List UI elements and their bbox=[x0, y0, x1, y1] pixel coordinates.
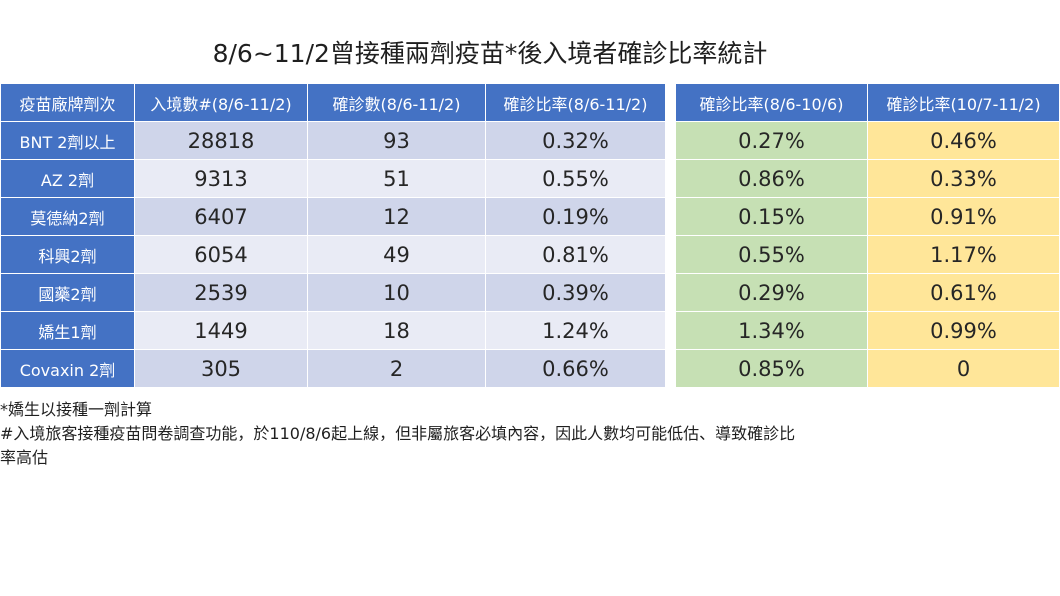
arrivals-cell: 6054 bbox=[134, 235, 308, 274]
arrivals-cell: 9313 bbox=[134, 159, 308, 198]
page-title: 8/6~11/2曾接種兩劑疫苗*後入境者確診比率統計 bbox=[212, 39, 768, 68]
header-row: 確診比率(8/6-10/6) 確診比率(10/7-11/2) bbox=[675, 83, 1060, 122]
table-row: 0.15% 0.91% bbox=[675, 197, 1060, 236]
rate-all-cell: 0.19% bbox=[485, 197, 666, 236]
brand-cell: Covaxin 2劑 bbox=[0, 349, 135, 388]
rate-period-2-cell: 0 bbox=[867, 349, 1060, 388]
brand-cell: 科興2劑 bbox=[0, 235, 135, 274]
vaccine-stats-table: 疫苗廠牌劑次 入境數#(8/6-11/2) 確診數(8/6-11/2) 確診比率… bbox=[0, 83, 666, 388]
table-row: 國藥2劑 2539 10 0.39% bbox=[0, 273, 666, 312]
confirmed-cell: 49 bbox=[307, 235, 486, 274]
rate-all-cell: 0.66% bbox=[485, 349, 666, 388]
table-row: Covaxin 2劑 305 2 0.66% bbox=[0, 349, 666, 388]
rate-all-cell: 0.81% bbox=[485, 235, 666, 274]
arrivals-cell: 305 bbox=[134, 349, 308, 388]
rate-all-cell: 1.24% bbox=[485, 311, 666, 350]
rate-period-1-cell: 0.55% bbox=[675, 235, 868, 274]
table-row: 1.34% 0.99% bbox=[675, 311, 1060, 350]
brand-cell: 嬌生1劑 bbox=[0, 311, 135, 350]
brand-cell: AZ 2劑 bbox=[0, 159, 135, 198]
rate-period-1-cell: 0.86% bbox=[675, 159, 868, 198]
header-rate-period-1: 確診比率(8/6-10/6) bbox=[675, 83, 868, 122]
footnote: #入境旅客接種疫苗問卷調查功能，於110/8/6起上線，但非屬旅客必填內容，因此… bbox=[0, 424, 796, 443]
table-row: 0.27% 0.46% bbox=[675, 121, 1060, 160]
table-row: BNT 2劑以上 28818 93 0.32% bbox=[0, 121, 666, 160]
rate-period-2-cell: 0.99% bbox=[867, 311, 1060, 350]
table-row: 0.85% 0 bbox=[675, 349, 1060, 388]
table-row: 0.29% 0.61% bbox=[675, 273, 1060, 312]
footnote: 率高估 bbox=[0, 448, 49, 467]
period-rate-table: 確診比率(8/6-10/6) 確診比率(10/7-11/2) 0.27% 0.4… bbox=[675, 83, 1060, 388]
brand-cell: BNT 2劑以上 bbox=[0, 121, 135, 160]
table-row: 科興2劑 6054 49 0.81% bbox=[0, 235, 666, 274]
arrivals-cell: 2539 bbox=[134, 273, 308, 312]
table-row: 0.86% 0.33% bbox=[675, 159, 1060, 198]
rate-period-2-cell: 0.61% bbox=[867, 273, 1060, 312]
arrivals-cell: 28818 bbox=[134, 121, 308, 160]
rate-period-1-cell: 0.85% bbox=[675, 349, 868, 388]
rate-all-cell: 0.32% bbox=[485, 121, 666, 160]
header-brand: 疫苗廠牌劑次 bbox=[0, 83, 135, 122]
confirmed-cell: 2 bbox=[307, 349, 486, 388]
header-rate-all: 確診比率(8/6-11/2) bbox=[485, 83, 666, 122]
header-confirmed: 確診數(8/6-11/2) bbox=[307, 83, 486, 122]
rate-period-1-cell: 1.34% bbox=[675, 311, 868, 350]
rate-period-2-cell: 0.46% bbox=[867, 121, 1060, 160]
table-row: 嬌生1劑 1449 18 1.24% bbox=[0, 311, 666, 350]
header-row: 疫苗廠牌劑次 入境數#(8/6-11/2) 確診數(8/6-11/2) 確診比率… bbox=[0, 83, 666, 122]
table-row: 0.55% 1.17% bbox=[675, 235, 1060, 274]
rate-period-2-cell: 0.33% bbox=[867, 159, 1060, 198]
confirmed-cell: 93 bbox=[307, 121, 486, 160]
rate-period-2-cell: 1.17% bbox=[867, 235, 1060, 274]
confirmed-cell: 10 bbox=[307, 273, 486, 312]
table-row: AZ 2劑 9313 51 0.55% bbox=[0, 159, 666, 198]
brand-cell: 莫德納2劑 bbox=[0, 197, 135, 236]
table-row: 莫德納2劑 6407 12 0.19% bbox=[0, 197, 666, 236]
rate-period-2-cell: 0.91% bbox=[867, 197, 1060, 236]
arrivals-cell: 1449 bbox=[134, 311, 308, 350]
rate-period-1-cell: 0.27% bbox=[675, 121, 868, 160]
rate-all-cell: 0.55% bbox=[485, 159, 666, 198]
footnote: *嬌生以接種一劑計算 bbox=[0, 400, 153, 419]
rate-period-1-cell: 0.15% bbox=[675, 197, 868, 236]
header-rate-period-2: 確診比率(10/7-11/2) bbox=[867, 83, 1060, 122]
confirmed-cell: 51 bbox=[307, 159, 486, 198]
brand-cell: 國藥2劑 bbox=[0, 273, 135, 312]
arrivals-cell: 6407 bbox=[134, 197, 308, 236]
confirmed-cell: 12 bbox=[307, 197, 486, 236]
header-arrivals: 入境數#(8/6-11/2) bbox=[134, 83, 308, 122]
rate-period-1-cell: 0.29% bbox=[675, 273, 868, 312]
confirmed-cell: 18 bbox=[307, 311, 486, 350]
rate-all-cell: 0.39% bbox=[485, 273, 666, 312]
footnotes: *嬌生以接種一劑計算 #入境旅客接種疫苗問卷調查功能，於110/8/6起上線，但… bbox=[0, 398, 1060, 470]
